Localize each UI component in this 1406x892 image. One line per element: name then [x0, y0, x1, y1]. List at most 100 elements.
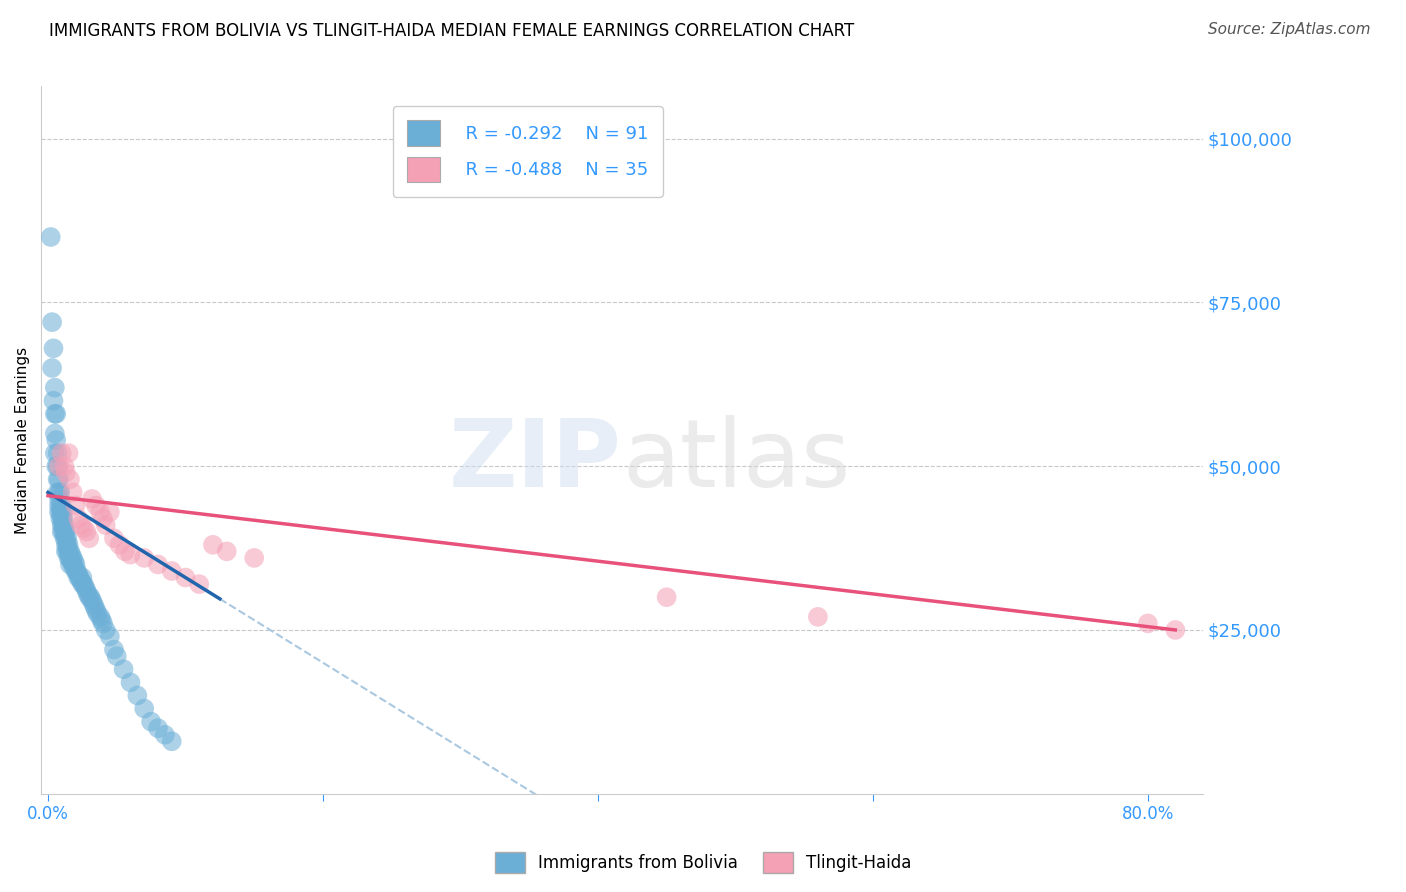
Point: [51, 505, 73, 519]
Point: [90, 613, 112, 627]
Point: [75, 580, 97, 594]
Point: [94, 518, 117, 533]
Point: [44, 407, 66, 421]
Point: [48, 491, 70, 506]
Point: [55, 531, 77, 545]
Point: [52, 518, 75, 533]
Point: [98, 505, 121, 519]
Legend:   R = -0.292    N = 91,   R = -0.488    N = 35: R = -0.292 N = 91, R = -0.488 N = 35: [392, 106, 664, 197]
Point: [70, 518, 93, 533]
Point: [49, 505, 72, 519]
Point: [134, 550, 156, 565]
Point: [49, 511, 72, 525]
Point: [174, 570, 197, 584]
Legend: Immigrants from Bolivia, Tlingit-Haida: Immigrants from Bolivia, Tlingit-Haida: [488, 846, 918, 880]
Point: [58, 446, 80, 460]
Point: [51, 511, 73, 525]
Point: [89, 505, 111, 519]
Point: [51, 518, 73, 533]
Point: [49, 499, 72, 513]
Point: [79, 591, 101, 605]
Point: [63, 560, 86, 574]
Point: [201, 538, 224, 552]
Text: IMMIGRANTS FROM BOLIVIA VS TLINGIT-HAIDA MEDIAN FEMALE EARNINGS CORRELATION CHAR: IMMIGRANTS FROM BOLIVIA VS TLINGIT-HAIDA…: [49, 22, 855, 40]
Point: [77, 591, 100, 605]
Point: [46, 485, 69, 500]
Point: [76, 524, 98, 539]
Point: [76, 587, 98, 601]
Point: [80, 491, 103, 506]
Point: [52, 524, 75, 539]
Point: [70, 574, 93, 588]
Point: [44, 446, 66, 460]
Point: [59, 558, 82, 572]
Point: [59, 550, 82, 565]
Point: [67, 511, 90, 525]
Point: [146, 721, 169, 735]
Point: [62, 485, 84, 500]
Point: [52, 511, 75, 525]
Point: [76, 583, 98, 598]
Point: [1136, 616, 1159, 631]
Point: [67, 570, 90, 584]
Point: [98, 630, 121, 644]
Point: [108, 538, 131, 552]
Point: [59, 472, 82, 486]
Point: [42, 342, 65, 356]
Point: [72, 577, 94, 591]
Point: [67, 567, 90, 582]
Point: [86, 607, 108, 621]
Point: [1164, 623, 1187, 637]
Point: [103, 531, 125, 545]
Point: [46, 472, 69, 486]
Point: [80, 593, 103, 607]
Point: [59, 544, 82, 558]
Point: [39, 230, 62, 244]
Point: [91, 511, 114, 525]
Point: [48, 459, 70, 474]
Point: [114, 544, 136, 558]
Point: [94, 623, 117, 637]
Point: [58, 544, 80, 558]
Point: [112, 662, 135, 676]
Point: [44, 381, 66, 395]
Point: [48, 505, 70, 519]
Point: [48, 499, 70, 513]
Text: ZIP: ZIP: [449, 416, 621, 508]
Point: [127, 689, 149, 703]
Point: [56, 531, 79, 545]
Point: [55, 524, 77, 539]
Point: [58, 550, 80, 565]
Point: [55, 466, 77, 480]
Point: [46, 459, 69, 474]
Point: [69, 570, 91, 584]
Point: [82, 597, 104, 611]
Point: [62, 550, 84, 565]
Point: [103, 642, 125, 657]
Point: [73, 577, 96, 591]
Point: [53, 524, 76, 539]
Point: [243, 550, 266, 565]
Point: [146, 558, 169, 572]
Point: [139, 714, 162, 729]
Point: [56, 544, 79, 558]
Point: [58, 538, 80, 552]
Point: [91, 616, 114, 631]
Point: [60, 554, 83, 568]
Point: [63, 554, 86, 568]
Point: [51, 446, 73, 460]
Point: [45, 459, 67, 474]
Point: [41, 315, 63, 329]
Point: [62, 558, 84, 572]
Point: [45, 407, 67, 421]
Point: [56, 538, 79, 552]
Point: [160, 734, 183, 748]
Point: [65, 558, 87, 572]
Point: [42, 393, 65, 408]
Point: [188, 577, 211, 591]
Point: [153, 728, 176, 742]
Point: [65, 564, 87, 578]
Point: [160, 564, 183, 578]
Point: [51, 524, 73, 539]
Point: [84, 499, 107, 513]
